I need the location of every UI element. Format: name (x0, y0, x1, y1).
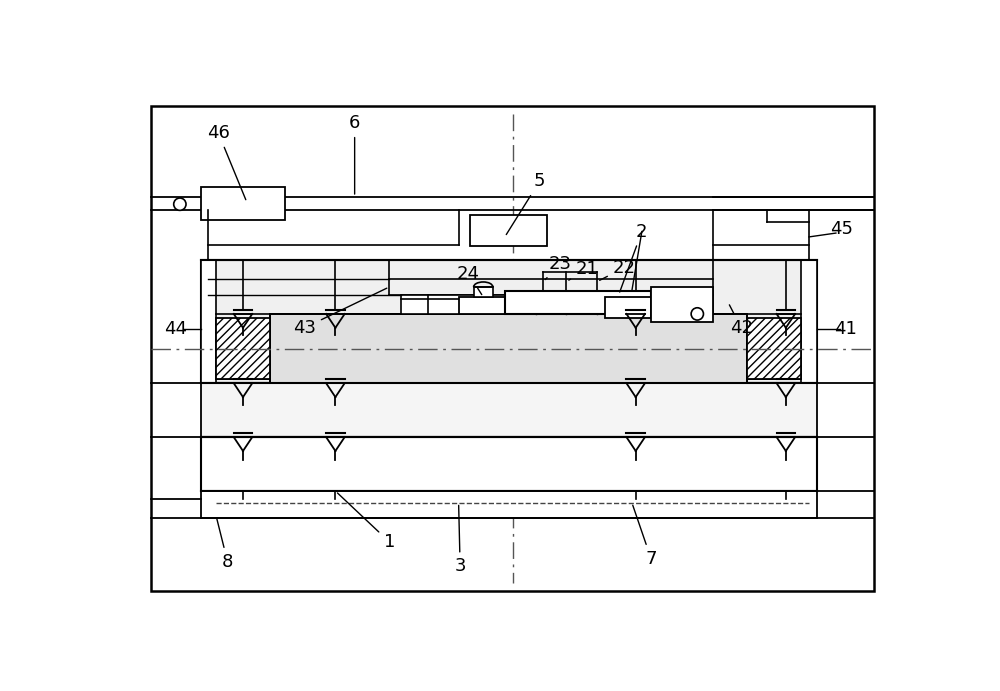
Circle shape (174, 198, 186, 210)
Text: 43: 43 (293, 288, 387, 337)
Text: 6: 6 (349, 114, 360, 194)
Text: 42: 42 (729, 305, 753, 337)
Text: 23: 23 (545, 255, 572, 280)
Circle shape (691, 307, 703, 320)
Bar (201, 260, 817, 384)
Text: 24: 24 (457, 265, 482, 294)
Text: 8: 8 (217, 518, 233, 571)
Bar (401, 294, 713, 314)
Text: 1: 1 (337, 493, 395, 551)
Bar (747, 318, 801, 379)
Text: 3: 3 (454, 505, 466, 576)
Text: 7: 7 (633, 505, 657, 568)
Text: 41: 41 (834, 321, 857, 339)
Bar (201, 187, 285, 220)
Bar (505, 291, 651, 314)
Text: 5: 5 (506, 173, 545, 234)
Text: 22: 22 (600, 258, 636, 281)
Text: 21: 21 (569, 261, 599, 280)
Bar (605, 297, 651, 318)
Bar (651, 287, 713, 321)
Bar (270, 314, 747, 384)
Text: 44: 44 (165, 321, 188, 339)
Bar (459, 297, 505, 314)
Bar (201, 491, 817, 518)
Bar (470, 216, 547, 246)
Text: 46: 46 (207, 124, 246, 200)
Bar (201, 260, 216, 384)
Bar (216, 318, 270, 379)
Bar (201, 384, 817, 437)
Text: 2: 2 (620, 223, 648, 292)
Bar (474, 287, 493, 297)
Text: 45: 45 (831, 220, 854, 238)
Bar (801, 260, 817, 384)
Bar (201, 437, 817, 491)
